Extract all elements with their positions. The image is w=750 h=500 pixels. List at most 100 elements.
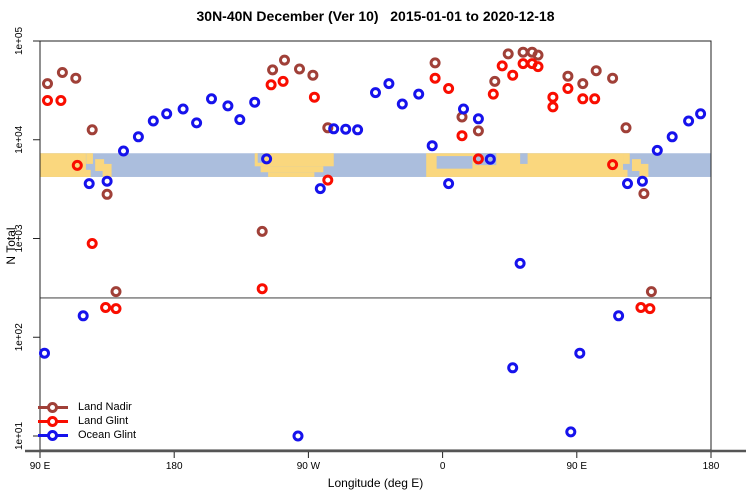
x-tick-label: 90 E	[30, 461, 51, 472]
point-land-nadir	[638, 188, 650, 200]
point-land-nadir	[532, 49, 544, 61]
point-ocean-glint	[426, 140, 438, 152]
map-band-sea-patch	[520, 153, 528, 164]
x-axis-title: Longitude (deg E)	[327, 476, 424, 490]
point-ocean-glint	[83, 178, 95, 190]
point-ocean-glint	[177, 103, 189, 115]
legend-label-ocean-glint: Ocean Glint	[78, 428, 137, 441]
map-band-land	[40, 153, 86, 177]
x-tick-label: 90 E	[567, 461, 588, 472]
point-land-nadir	[502, 48, 514, 60]
map-band-land	[260, 166, 324, 173]
point-ocean-glint	[565, 426, 577, 438]
plot-border	[39, 40, 712, 451]
point-land-nadir	[577, 78, 589, 90]
point-land-nadir	[294, 63, 305, 75]
point-ocean-glint	[458, 103, 469, 115]
point-land-glint	[443, 83, 455, 94]
point-ocean-glint	[222, 100, 234, 112]
legend-label-land-glint: Land Glint	[78, 414, 129, 427]
legend-item-ocean-glint: Ocean Glint	[38, 428, 136, 442]
point-land-glint	[42, 95, 53, 106]
point-ocean-glint	[206, 93, 217, 105]
point-land-glint	[55, 95, 67, 106]
point-ocean-glint	[472, 113, 484, 125]
map-band-land	[639, 163, 649, 177]
y-tick-label: 1e+02	[14, 323, 25, 352]
point-land-glint	[256, 283, 268, 295]
y-tick-label: 1e+01	[14, 422, 25, 451]
point-ocean-glint	[77, 310, 89, 322]
point-land-glint	[562, 83, 574, 94]
point-land-glint	[589, 93, 601, 105]
point-ocean-glint	[370, 87, 381, 99]
point-land-nadir	[472, 125, 484, 137]
point-ocean-glint	[651, 144, 663, 156]
map-band-land	[102, 163, 112, 177]
point-ocean-glint	[161, 108, 173, 120]
point-land-nadir	[607, 72, 619, 84]
point-ocean-glint	[683, 115, 695, 127]
point-ocean-glint	[191, 117, 203, 129]
point-ocean-glint	[314, 183, 326, 195]
point-ocean-glint	[507, 362, 519, 374]
point-land-glint	[322, 174, 334, 186]
point-land-glint	[308, 91, 320, 103]
map-band-land	[95, 159, 105, 172]
map-band-land	[268, 172, 315, 177]
point-land-nadir	[86, 124, 98, 136]
map-band-land	[254, 153, 334, 167]
map-band-land	[86, 153, 93, 164]
point-ocean-glint	[622, 178, 633, 190]
ocean-glint-marker-icon	[38, 429, 68, 441]
point-ocean-glint	[613, 310, 625, 322]
point-ocean-glint	[328, 123, 340, 135]
x-tick-label: 180	[703, 461, 720, 472]
point-land-glint	[635, 302, 647, 313]
point-land-nadir	[101, 188, 113, 200]
point-land-glint	[110, 303, 122, 315]
point-ocean-glint	[340, 123, 352, 135]
x-tick-label: 0	[440, 461, 446, 472]
point-ocean-glint	[383, 78, 395, 90]
point-land-glint	[265, 79, 277, 91]
point-land-glint	[472, 153, 484, 165]
map-band-land	[83, 169, 91, 177]
point-ocean-glint	[443, 178, 455, 190]
legend-item-land-nadir: Land Nadir	[38, 400, 136, 414]
point-land-glint	[100, 302, 112, 313]
point-land-glint	[487, 88, 499, 100]
point-ocean-glint	[101, 175, 113, 187]
x-tick-label: 90 W	[297, 461, 321, 472]
y-tick-label: 1e+04	[14, 125, 25, 154]
legend: Land Nadir Land Glint Ocean Glint	[38, 400, 136, 442]
x-tick-label: 180	[166, 461, 183, 472]
plot-title: 30N-40N December (Ver 10) 2015-01-01 to …	[196, 8, 555, 24]
land-nadir-marker-icon	[38, 401, 68, 413]
y-tick-label: 1e+05	[14, 27, 25, 56]
point-ocean-glint	[147, 115, 159, 127]
point-land-glint	[456, 130, 468, 142]
point-ocean-glint	[574, 347, 586, 359]
point-ocean-glint	[132, 131, 144, 143]
map-band-land	[620, 169, 628, 177]
point-land-glint	[532, 61, 544, 73]
point-ocean-glint	[118, 145, 129, 157]
point-land-nadir	[517, 46, 529, 58]
point-land-glint	[547, 101, 559, 113]
point-land-nadir	[590, 65, 602, 77]
y-axis-title: N Total	[4, 227, 18, 265]
point-land-nadir	[562, 70, 574, 82]
point-land-nadir	[110, 286, 122, 298]
point-land-glint	[71, 159, 83, 171]
map-band-sea-patch	[436, 156, 473, 169]
point-land-glint	[547, 91, 559, 103]
point-ocean-glint	[234, 114, 246, 126]
point-land-glint	[86, 238, 98, 249]
point-land-nadir	[267, 64, 279, 76]
point-ocean-glint	[249, 96, 261, 108]
point-land-nadir	[322, 122, 334, 134]
point-land-nadir	[42, 78, 53, 90]
